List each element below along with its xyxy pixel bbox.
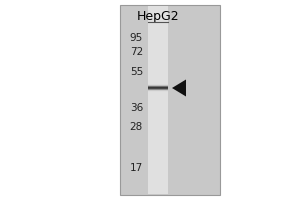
Bar — [148, 89, 168, 90]
Bar — [148, 84, 168, 85]
Text: 72: 72 — [130, 47, 143, 57]
Bar — [148, 6, 168, 194]
Text: 36: 36 — [130, 103, 143, 113]
Text: 55: 55 — [130, 67, 143, 77]
Polygon shape — [172, 79, 186, 96]
Text: 17: 17 — [130, 163, 143, 173]
Bar — [148, 87, 168, 88]
Bar — [148, 90, 168, 91]
Text: HepG2: HepG2 — [137, 10, 179, 23]
Bar — [120, 5, 220, 195]
Bar — [148, 86, 168, 87]
Text: 28: 28 — [130, 122, 143, 132]
Text: 95: 95 — [130, 33, 143, 43]
Bar — [148, 85, 168, 86]
Bar — [148, 88, 168, 89]
Bar — [148, 91, 168, 92]
